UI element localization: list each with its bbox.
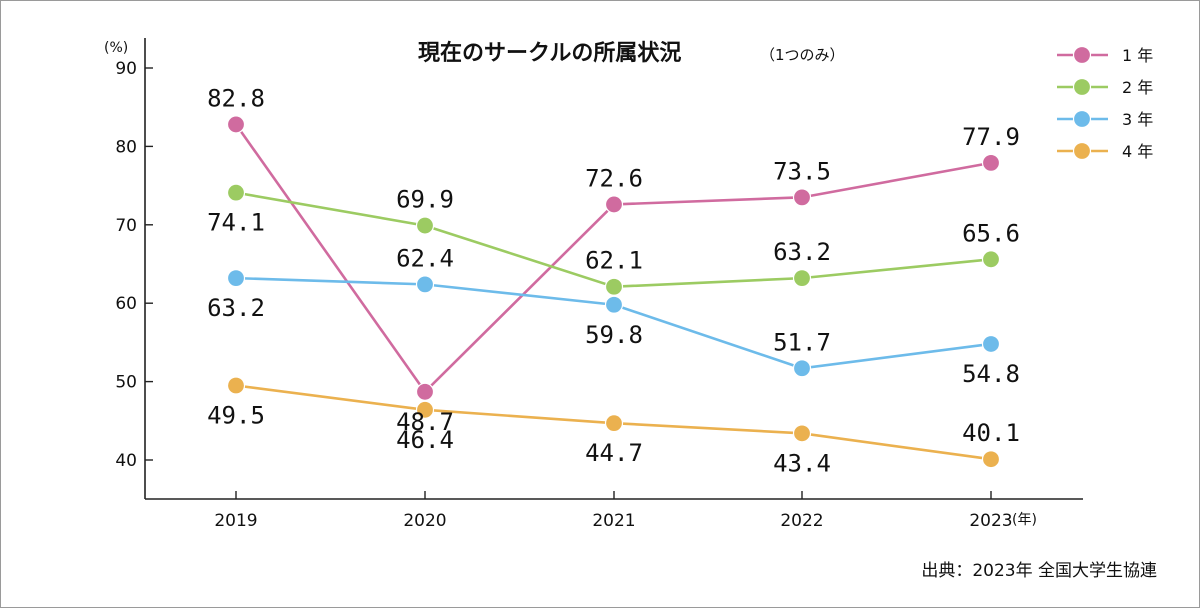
x-tick-label: 2019 (214, 511, 257, 531)
data-label: 63.2 (773, 238, 831, 266)
legend-item: 4 年 (1057, 141, 1153, 161)
data-point (226, 269, 246, 288)
series-layer (226, 115, 1001, 469)
data-point (792, 424, 812, 443)
chart-subtitle: （1つのみ） (760, 46, 845, 64)
series-2 (226, 183, 1001, 296)
data-label: 44.7 (585, 439, 643, 467)
source-note: 出典：2023年 全国大学生協連 (921, 561, 1157, 581)
data-label: 82.8 (207, 84, 265, 112)
legend-label: 4 年 (1122, 142, 1153, 161)
data-point (226, 376, 246, 395)
legend-swatch-marker (1072, 141, 1092, 161)
axes: 40 50 60 70 80 90 2019 2020 2021 2022 2023 (115, 38, 1083, 531)
data-label: 54.8 (962, 360, 1020, 388)
data-label: 51.7 (773, 328, 831, 356)
data-point (981, 450, 1001, 469)
series-1 (226, 115, 1001, 401)
data-label: 48.7 (396, 408, 454, 436)
legend-item: 3 年 (1057, 109, 1153, 129)
data-point (604, 277, 624, 296)
data-label: 74.1 (207, 209, 265, 237)
data-label: 62.1 (585, 247, 643, 275)
x-tick-label: 2023 (969, 511, 1012, 531)
data-label: 72.6 (585, 164, 643, 192)
data-label: 69.9 (396, 186, 454, 214)
data-label: 77.9 (962, 123, 1020, 151)
legend-swatch-marker (1072, 77, 1092, 97)
data-point (415, 382, 435, 401)
data-label: 59.8 (585, 321, 643, 349)
y-tick-label: 50 (115, 373, 137, 393)
x-tick-label: 2021 (592, 511, 635, 531)
data-point (981, 334, 1001, 354)
data-point (604, 195, 624, 214)
data-point (981, 153, 1001, 172)
legend-swatch-marker (1072, 109, 1092, 129)
data-label: 49.5 (207, 402, 265, 430)
y-tick-label: 40 (115, 451, 137, 471)
y-tick-label: 70 (115, 216, 137, 236)
data-point (415, 275, 435, 294)
data-point (604, 295, 624, 314)
data-label: 62.4 (396, 244, 454, 272)
x-tick-label: 2020 (403, 511, 446, 531)
legend: 1 年 2 年 3 年 4 年 (1057, 45, 1153, 161)
data-point (792, 269, 812, 288)
data-point (792, 359, 812, 378)
legend-label: 3 年 (1122, 110, 1153, 129)
data-label: 43.4 (773, 449, 831, 477)
x-tick-label: 2022 (780, 511, 823, 531)
data-labels: 82.8 48.7 72.6 73.5 77.9 74.1 69.9 62.1 63.2 65.6… (207, 84, 1020, 477)
data-label: 65.6 (962, 219, 1020, 247)
data-label: 73.5 (773, 157, 831, 185)
legend-item: 1 年 (1057, 45, 1153, 65)
data-point (792, 188, 812, 207)
series-3 (226, 269, 1001, 378)
series-4 (226, 376, 1001, 469)
data-label: 46.4 (396, 426, 454, 454)
data-point (981, 250, 1001, 269)
y-tick-label: 80 (115, 137, 137, 157)
legend-label: 1 年 (1122, 46, 1153, 65)
data-label: 63.2 (207, 294, 265, 322)
legend-item: 2 年 (1057, 77, 1153, 97)
legend-label: 2 年 (1122, 78, 1153, 97)
y-unit-label: (%) (104, 40, 128, 56)
y-tick-label: 90 (115, 59, 137, 79)
data-point (604, 414, 624, 433)
x-unit-label: (年) (1012, 512, 1037, 528)
data-point (226, 183, 246, 202)
data-point (415, 216, 435, 235)
data-label: 40.1 (962, 419, 1020, 447)
y-tick-label: 60 (115, 294, 137, 314)
data-point (415, 400, 435, 419)
legend-swatch-marker (1072, 45, 1092, 65)
chart-title: 現在のサークルの所属状況 (418, 40, 681, 66)
data-point (226, 115, 246, 134)
